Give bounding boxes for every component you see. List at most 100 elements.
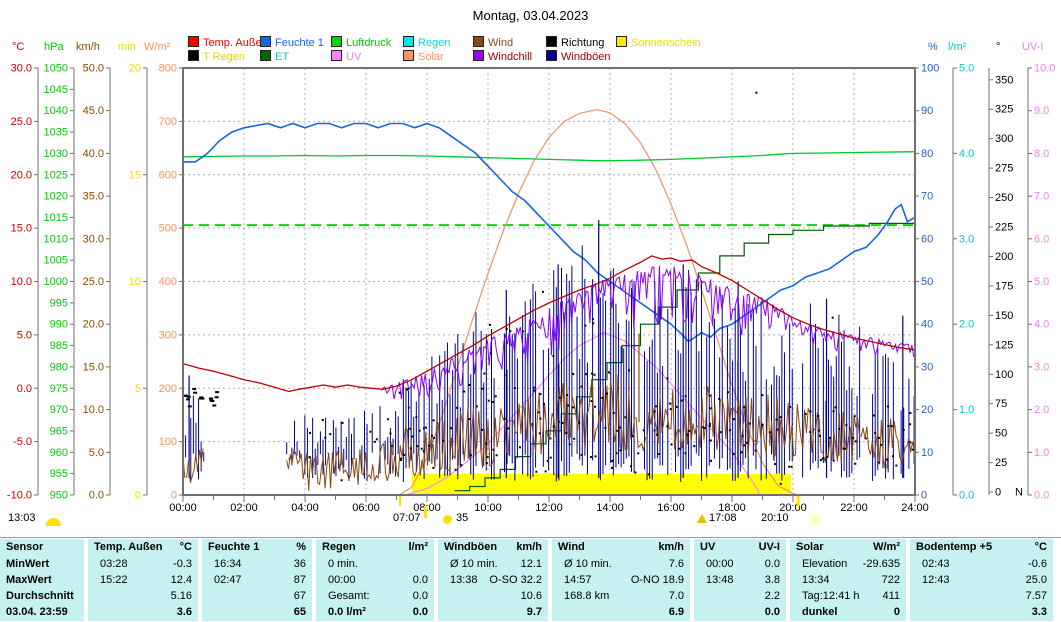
svg-text:N: N <box>1015 487 1023 499</box>
stats-col-header: Windböen km/h <box>438 539 548 556</box>
legend-label: Sonnenschein <box>631 37 701 49</box>
svg-text:15.0: 15.0 <box>83 361 104 373</box>
stats-value-row: 6.9 <box>552 604 690 620</box>
svg-text:15: 15 <box>129 169 141 181</box>
stats-value-row: 7.57 <box>910 588 1053 604</box>
stats-cell-value: 722 <box>881 574 900 586</box>
svg-text:45.0: 45.0 <box>83 105 104 117</box>
faded-sun-icon <box>810 515 820 525</box>
legend-item-windb-en: Windböen <box>546 50 611 63</box>
legend-swatch <box>260 36 271 47</box>
stats-cell-left <box>444 588 450 604</box>
legend-swatch <box>403 50 414 61</box>
svg-text:%: % <box>928 41 938 53</box>
svg-text:5: 5 <box>135 383 141 395</box>
stats-value-row: 65 <box>202 604 312 620</box>
svg-text:300: 300 <box>995 133 1013 145</box>
stats-value-row: 03:28 -0.3 <box>88 556 198 572</box>
stats-cell-left <box>94 588 100 604</box>
stats-value-row: 168.8 km 7.0 <box>552 588 690 604</box>
axis-lm2: l/m² 0.0 1.0 2.0 3.0 4.0 5.0 <box>948 41 974 502</box>
stats-col-solar: Solar W/m² Elevation -29.635 13:34 722 Tag:12:… <box>790 539 906 621</box>
svg-text:50: 50 <box>921 276 933 288</box>
svg-text:18:00: 18:00 <box>718 502 746 514</box>
svg-text:-5.0: -5.0 <box>13 436 32 448</box>
stats-value-row: Ø 10 min. 7.6 <box>552 556 690 572</box>
svg-text:04:00: 04:00 <box>291 502 319 514</box>
stats-col-name: Solar <box>796 541 824 553</box>
svg-text:3.0: 3.0 <box>1034 361 1049 373</box>
stats-col-unit: km/h <box>658 541 684 553</box>
stats-row-label: Durchschnitt <box>6 590 74 602</box>
weather-chart: °C -10.0 -5.0 0.0 5.0 10.0 15.0 20.0 25.0 30.0 hPa… <box>7 41 1056 514</box>
stats-value-row: Elevation -29.635 <box>790 556 906 572</box>
stats-col-windb-en: Windböen km/h Ø 10 min. 12.1 13:38 O-SO 32.2 1… <box>438 539 548 621</box>
svg-text:1005: 1005 <box>44 255 68 267</box>
stats-cell-value: 25.0 <box>1025 574 1047 586</box>
legend-item-solar: Solar <box>403 50 444 63</box>
legend-item-feuchte-1: Feuchte 1 <box>260 36 324 49</box>
legend-swatch <box>331 50 342 61</box>
svg-text:30.0: 30.0 <box>83 233 104 245</box>
stats-cell-value: 10.6 <box>520 590 542 602</box>
stats-cell-value: -0.3 <box>173 558 192 570</box>
legend-item-et: ET <box>260 50 289 63</box>
stats-cell-value: 65 <box>293 606 306 618</box>
legend-item-richtung: Richtung <box>546 36 604 49</box>
stats-cell-left: 13:34 <box>802 574 830 586</box>
svg-text:1025: 1025 <box>44 169 68 181</box>
svg-text:-10.0: -10.0 <box>7 490 32 502</box>
svg-text:3.0: 3.0 <box>959 233 974 245</box>
stats-col-unit: l/m² <box>408 541 428 553</box>
stats-cell-value: 0.0 <box>412 606 428 618</box>
legend-label: Regen <box>418 37 451 49</box>
svg-text:25.0: 25.0 <box>83 276 104 288</box>
legend-item-sonnenschein: Sonnenschein <box>616 36 701 49</box>
stats-col-name: Temp. Außen <box>94 541 163 553</box>
axis-kmh: km/h 0.0 5.0 10.0 15.0 20.0 25.0 30.0 35.0 40.0 45… <box>76 41 111 502</box>
stats-value-row: 14:57 O-NO 18.9 <box>552 572 690 588</box>
stats-row-label: MaxWert <box>6 574 52 586</box>
svg-text:1.0: 1.0 <box>1034 447 1049 459</box>
svg-text:°: ° <box>996 41 1000 53</box>
svg-text:350: 350 <box>995 74 1013 86</box>
stats-table: Sensor MinWert MaxWert Durchschnitt 03.04. 2… <box>0 537 1061 621</box>
svg-text:0: 0 <box>921 490 927 502</box>
x-axis: 00:00 02:00 04:00 06:00 08:00 10:00 12:00 14:00… <box>169 496 929 514</box>
axis-percent: % 0 10 20 30 40 50 60 70 80 90 100 <box>915 41 939 502</box>
stats-value-row: 13:48 3.8 <box>694 572 786 588</box>
stats-col-header: Regen l/m² <box>316 539 434 556</box>
svg-text:0.0: 0.0 <box>17 383 32 395</box>
svg-text:80: 80 <box>921 148 933 160</box>
svg-text:1045: 1045 <box>44 84 68 96</box>
legend-label: Temp. Außen <box>203 37 268 49</box>
stats-row-label: MinWert <box>6 558 50 570</box>
svg-text:0.0: 0.0 <box>89 490 104 502</box>
stats-cell-left <box>916 588 922 604</box>
stats-col-name: Regen <box>322 541 356 553</box>
stats-cell-left: 14:57 <box>564 574 592 586</box>
stats-cell-left: 15:22 <box>100 574 128 586</box>
svg-text:700: 700 <box>159 116 177 128</box>
legend-swatch <box>188 36 199 47</box>
svg-text:10.0: 10.0 <box>11 276 32 288</box>
legend-swatch <box>403 36 414 47</box>
svg-text:30: 30 <box>921 361 933 373</box>
svg-text:75: 75 <box>995 398 1007 410</box>
axis-uvi: UV-I 0.0 1.0 2.0 3.0 4.0 5.0 6.0 7.0 8.0 9.0 10.0 <box>1022 41 1055 502</box>
stats-cell-left: Gesamt: <box>328 590 370 602</box>
legend-item-regen: Regen <box>403 36 451 49</box>
series-sonnenschein <box>411 473 791 494</box>
stats-cell-left: 13:38 <box>450 574 478 586</box>
stats-cell-left: 02:43 <box>922 558 950 570</box>
svg-text:50.0: 50.0 <box>83 63 104 75</box>
stats-cell-left <box>558 604 564 620</box>
stats-cell-value: 411 <box>882 590 900 602</box>
sun-icon <box>46 518 61 526</box>
legend-swatch <box>546 50 557 61</box>
svg-text:16:00: 16:00 <box>657 502 685 514</box>
svg-text:15.0: 15.0 <box>11 223 32 235</box>
svg-text:70: 70 <box>921 191 933 203</box>
legend-swatch <box>260 50 271 61</box>
stats-value-row: Tag:12:41 h 411 <box>790 588 906 604</box>
